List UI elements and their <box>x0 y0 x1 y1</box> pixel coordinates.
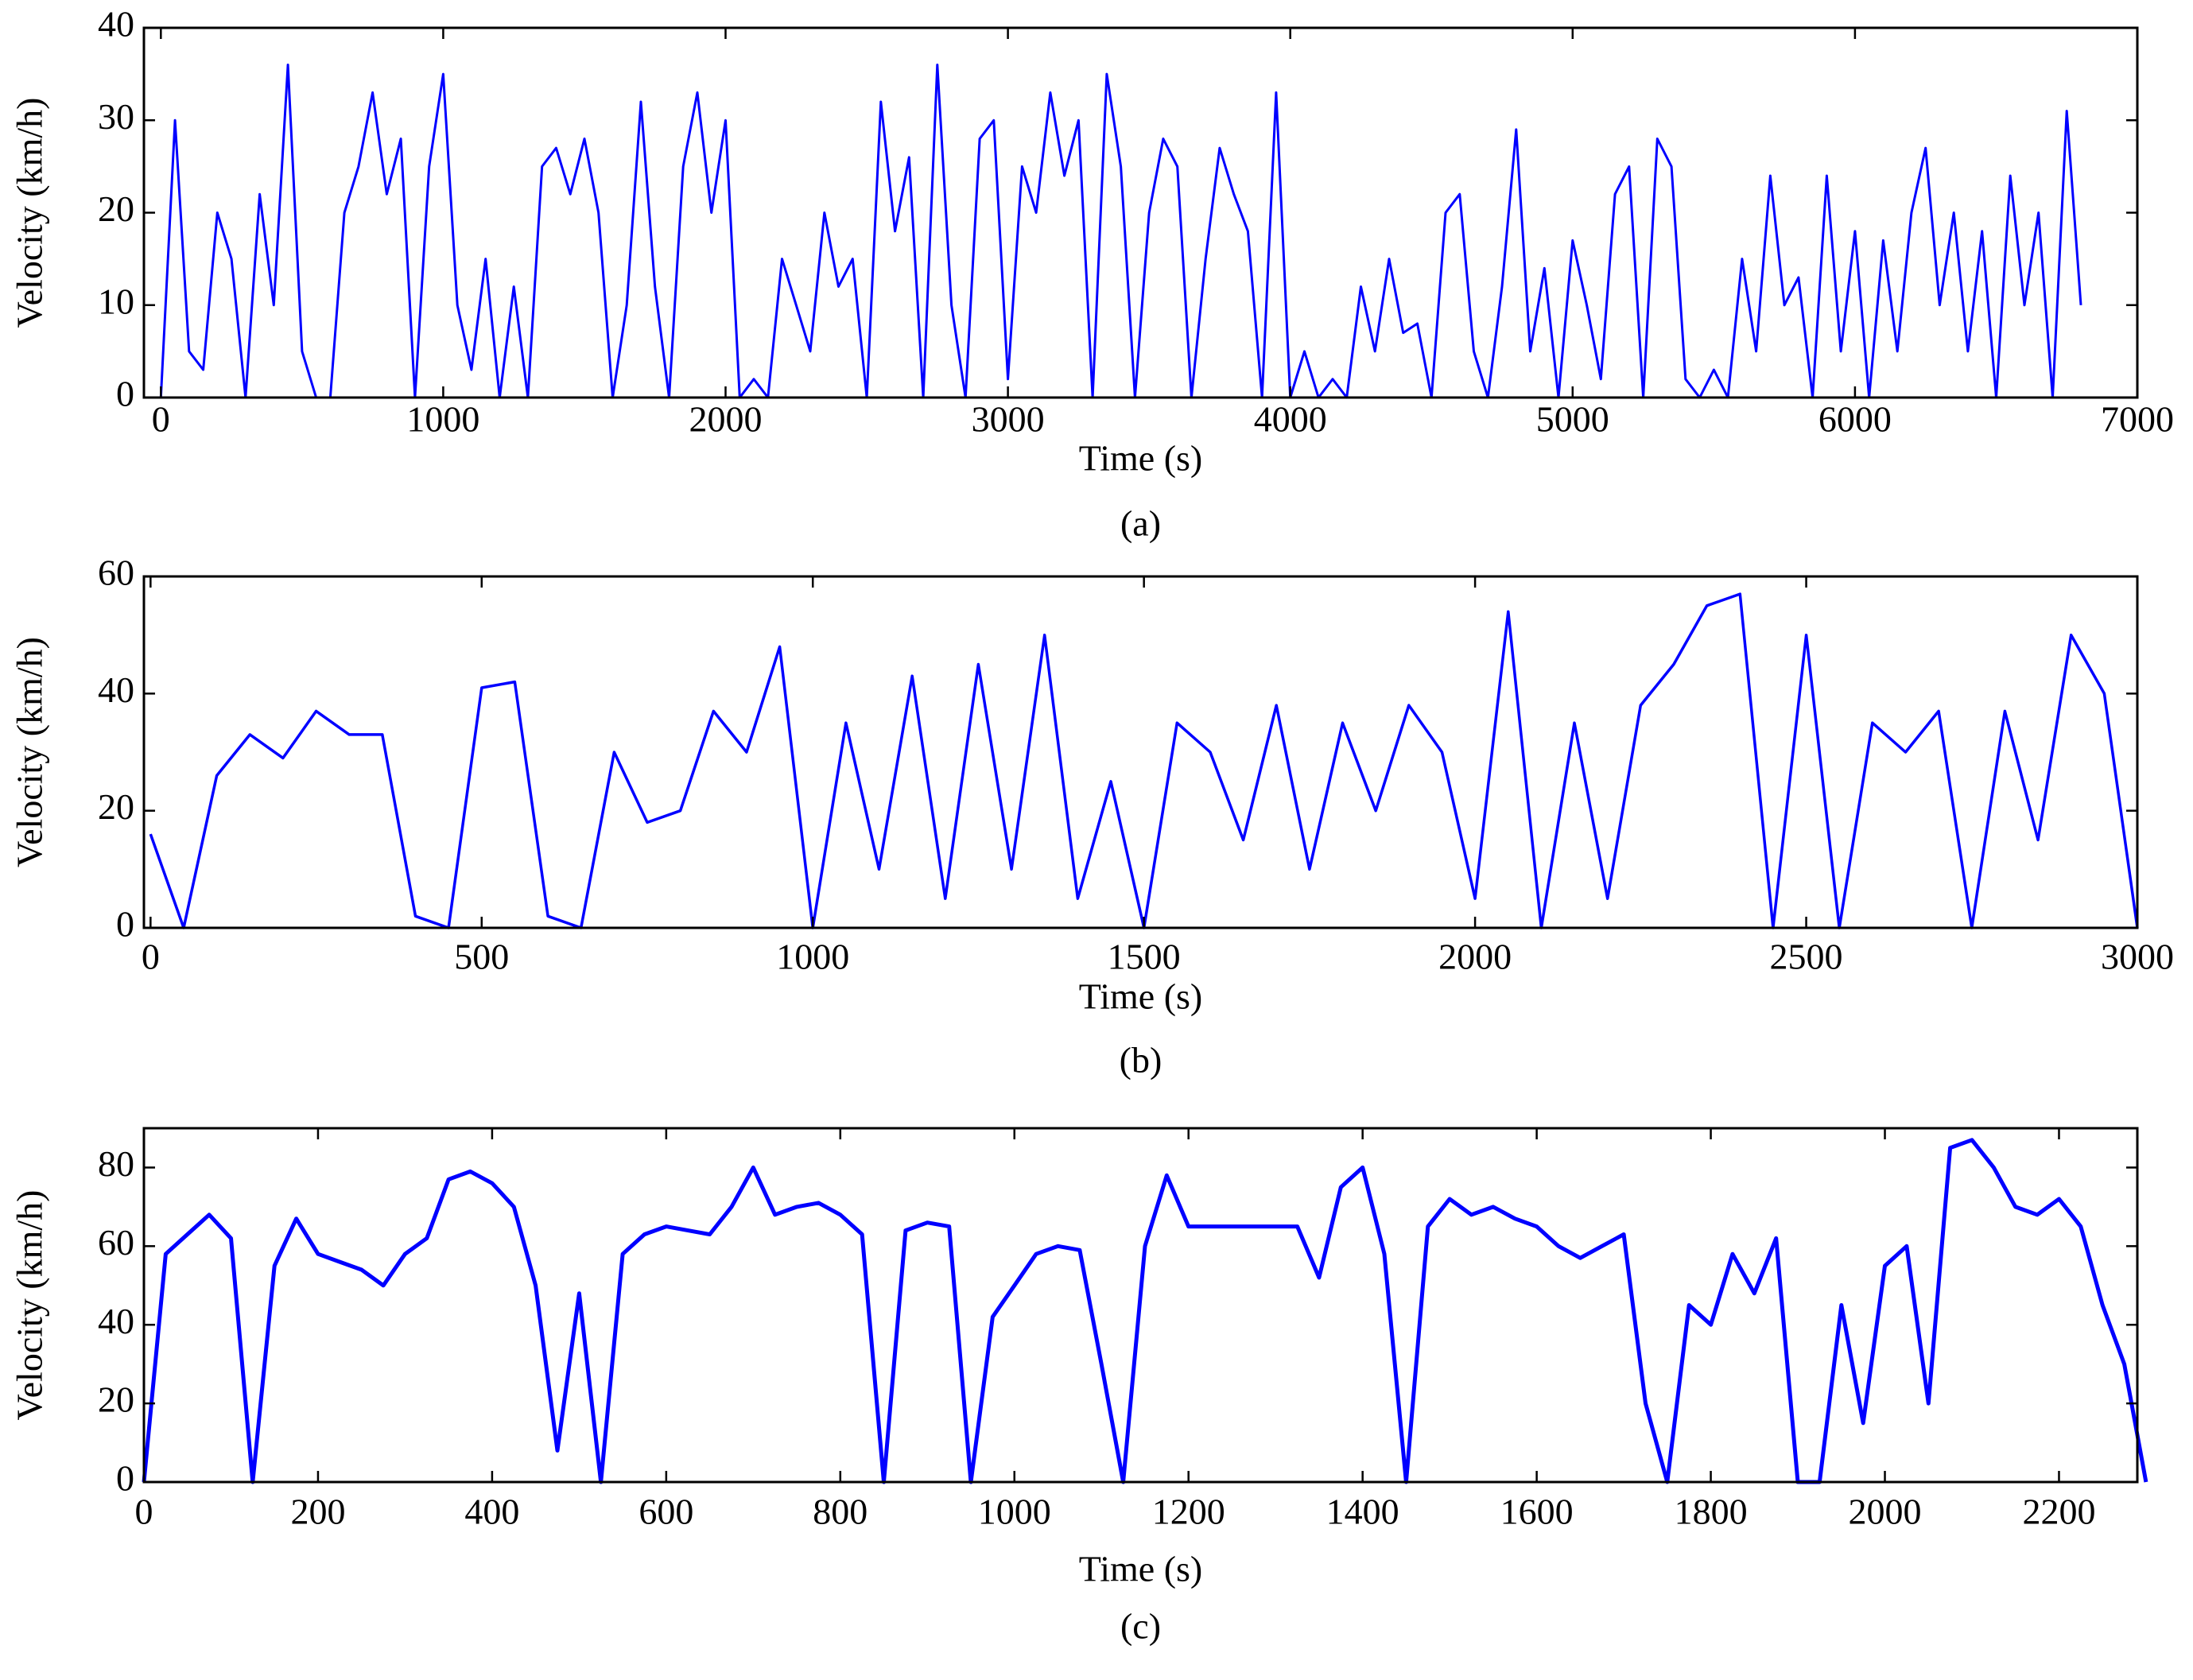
y-tick-label: 20 <box>98 1379 134 1420</box>
x-tick-label: 4000 <box>1254 399 1327 440</box>
caption: (a) <box>1120 503 1161 544</box>
y-tick-label: 0 <box>116 1458 134 1499</box>
y-tick-label: 20 <box>98 786 134 827</box>
x-tick-label: 0 <box>142 937 160 977</box>
caption: (c) <box>1120 1606 1161 1647</box>
data-line <box>142 1138 2148 1484</box>
x-tick-label: 1800 <box>1675 1492 1748 1532</box>
x-tick-label: 2500 <box>1770 937 1843 977</box>
x-tick-label: 1000 <box>406 399 479 440</box>
x-tick-label: 500 <box>454 937 509 977</box>
x-tick-label: 5000 <box>1536 399 1609 440</box>
x-tick-label: 2000 <box>1849 1492 1922 1532</box>
x-tick-label: 2000 <box>1438 937 1512 977</box>
plot-frame <box>142 1127 2139 1484</box>
x-tick-label: 0 <box>152 399 170 440</box>
x-axis-label: Time (s) <box>1079 438 1203 479</box>
y-tick-label: 40 <box>98 669 134 710</box>
y-tick-label: 40 <box>98 1301 134 1341</box>
data-line <box>149 592 2139 929</box>
y-tick-label: 60 <box>98 553 134 593</box>
x-tick-label: 600 <box>638 1492 693 1532</box>
y-tick-label: 80 <box>98 1143 134 1184</box>
x-tick-label: 6000 <box>1818 399 1892 440</box>
y-tick-label: 20 <box>98 188 134 229</box>
x-tick-label: 800 <box>813 1492 867 1532</box>
x-tick-label: 1200 <box>1152 1492 1225 1532</box>
x-tick-label: 1000 <box>978 1492 1051 1532</box>
x-tick-label: 200 <box>290 1492 345 1532</box>
x-tick-label: 2000 <box>689 399 763 440</box>
y-tick-label: 60 <box>98 1222 134 1263</box>
y-axis-label: Velocity (km/h) <box>10 1190 50 1421</box>
x-tick-label: 1600 <box>1500 1492 1574 1532</box>
y-tick-label: 40 <box>98 4 134 45</box>
caption: (b) <box>1120 1040 1162 1081</box>
x-tick-label: 1500 <box>1108 937 1181 977</box>
y-tick-label: 30 <box>98 96 134 137</box>
y-axis-label: Velocity (km/h) <box>10 637 50 867</box>
y-tick-label: 10 <box>98 281 134 321</box>
y-tick-label: 0 <box>116 904 134 945</box>
x-tick-label: 400 <box>464 1492 519 1532</box>
plot-frame <box>142 575 2139 929</box>
x-tick-label: 0 <box>135 1492 153 1532</box>
y-tick-label: 0 <box>116 374 134 414</box>
x-tick-label: 3000 <box>2101 937 2174 977</box>
x-tick-label: 1000 <box>776 937 849 977</box>
data-line <box>159 64 2082 399</box>
x-axis-label: Time (s) <box>1079 1549 1203 1589</box>
x-tick-label: 1400 <box>1326 1492 1399 1532</box>
y-axis-label: Velocity (km/h) <box>10 98 50 328</box>
x-tick-label: 7000 <box>2101 399 2174 440</box>
x-tick-label: 3000 <box>972 399 1045 440</box>
x-tick-label: 2200 <box>2022 1492 2095 1532</box>
x-axis-label: Time (s) <box>1079 976 1203 1017</box>
